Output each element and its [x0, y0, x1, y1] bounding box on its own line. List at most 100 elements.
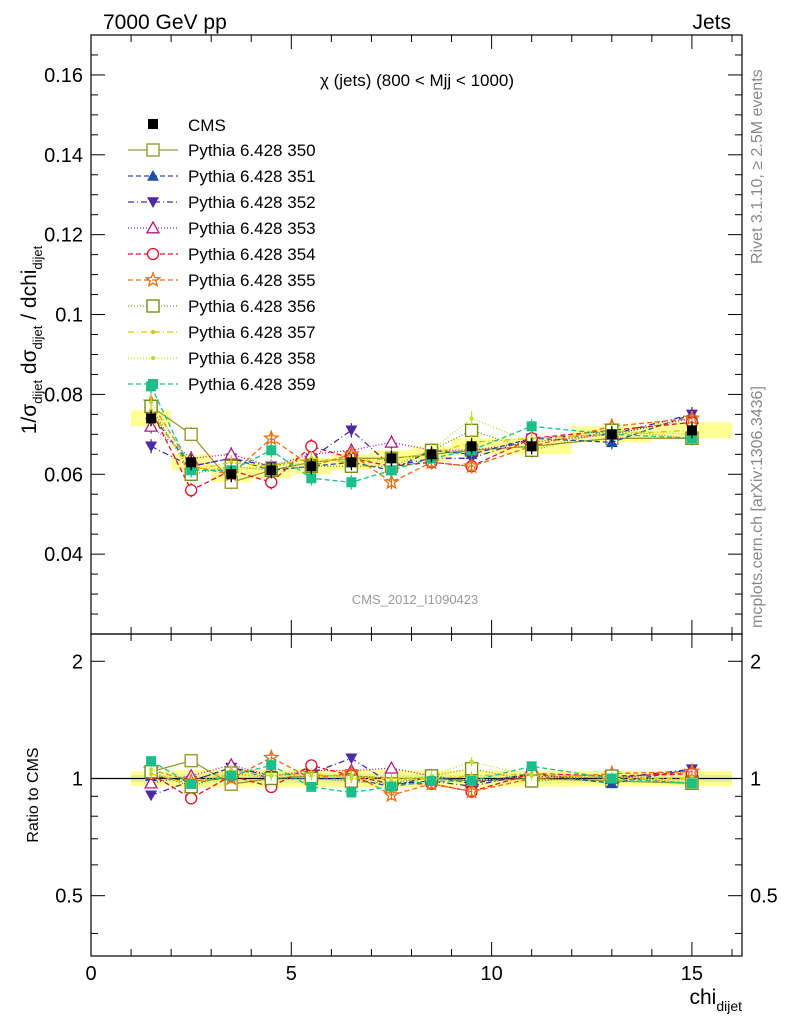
ratio-point: [466, 776, 477, 787]
series-line-353: [150, 417, 693, 467]
series-point: [306, 473, 317, 484]
svg-text:1/σdijet​ dσdijet​ / dchidijet: 1/σdijet​ dσdijet​ / dchidijet​: [18, 245, 45, 434]
cms-point: [606, 429, 617, 440]
legend-label: Pythia 6.428 355: [188, 271, 316, 290]
ratio-line-354: [150, 764, 692, 800]
ratio-point: [143, 775, 159, 789]
ratio-point: [266, 760, 277, 771]
ratio-point: [384, 760, 399, 774]
y-axis-label-ratio: Ratio to CMS: [25, 747, 42, 842]
ratio-y-tick-label-right: 2: [750, 651, 761, 673]
legend-label-cms: CMS: [188, 116, 226, 135]
cms-point: [686, 425, 697, 436]
ratio-point: [184, 753, 198, 768]
chart-title: χ (jets) (800 < Mjj < 1000): [320, 71, 514, 90]
ratio-y-tick-label: 1: [72, 768, 83, 790]
cms-point: [386, 453, 397, 464]
main-y-tick-label: 0.08: [44, 384, 83, 406]
cms-point: [266, 465, 277, 476]
ratio-axis-ticks: [90, 634, 742, 956]
legend-marker: [146, 143, 160, 157]
cms-point: [306, 461, 317, 472]
ratio-point: [306, 781, 317, 792]
series-point: [346, 477, 357, 488]
ratio-frame: [90, 633, 743, 957]
ratio-point: [383, 786, 400, 803]
ratio-point: [309, 773, 314, 778]
ratio-point: [349, 773, 354, 778]
x-tick-label: 5: [286, 963, 297, 985]
series-line-358: [150, 402, 692, 471]
ratio-point: [606, 773, 617, 784]
series-point: [262, 429, 280, 446]
ratio-point: [226, 770, 237, 781]
legend-marker: [151, 356, 155, 360]
ratio-point: [686, 778, 697, 789]
legend-label: Pythia 6.428 356: [188, 297, 316, 316]
cms-point: [526, 441, 537, 452]
legend: CMS Pythia 6.428 350 Pythia 6.428 351 Pythi…: [128, 116, 316, 394]
series-point: [266, 445, 277, 456]
ratio-y-tick-labels: 0.5 0.5 1 1 2 2: [55, 651, 778, 907]
series-point: [683, 409, 701, 426]
series-point: [469, 416, 474, 421]
ratio-point: [345, 753, 358, 765]
series-line-357: [150, 410, 692, 472]
x-tick-label: 0: [85, 963, 96, 985]
cms-point: [466, 441, 477, 452]
ratio-point: [145, 790, 158, 802]
ratio-series-layer: [142, 748, 701, 805]
cms-point: [346, 457, 357, 468]
series-point: [185, 484, 198, 497]
ratio-point: [526, 761, 537, 772]
cms-point: [186, 457, 197, 468]
main-panel: 0.04 0.06 0.08 0.1 0.12 0.14 0.16: [44, 34, 743, 635]
series-point: [464, 423, 479, 438]
ratio-point: [463, 782, 480, 799]
series-line-354: [150, 410, 692, 492]
legend-label: Pythia 6.428 358: [188, 349, 316, 368]
ratio-y-tick-label-right: 1: [750, 768, 761, 790]
main-y-tick-label: 0.12: [44, 225, 83, 247]
main-y-tick-label: 0.04: [44, 544, 83, 566]
series-point: [184, 427, 198, 442]
legend-marker: [144, 271, 162, 288]
ratio-point: [386, 781, 397, 792]
y-axis-label-main: 1/σdijet​ dσdijet​ / dchidijet​: [18, 245, 45, 434]
analysis-watermark: CMS_2012_I1090423: [352, 592, 479, 607]
main-y-tick-labels: 0.04 0.06 0.08 0.1 0.12 0.14 0.16: [44, 65, 83, 566]
ratio-panel: 0.5 0.5 1 1 2 2: [55, 633, 778, 957]
ratio-y-tick-label: 2: [72, 651, 83, 673]
legend-marker: [146, 299, 160, 313]
series-point: [383, 473, 400, 490]
legend-label: Pythia 6.428 351: [188, 167, 316, 186]
ratio-y-tick-label: 0.5: [55, 886, 83, 908]
cms-point: [426, 449, 437, 460]
legend-marker: [147, 197, 159, 208]
ratio-point: [529, 773, 534, 778]
series-point: [305, 440, 318, 453]
series-point: [145, 441, 158, 453]
legend-label: Pythia 6.428 359: [188, 375, 316, 394]
x-tick-label: 10: [480, 963, 502, 985]
legend-marker: [151, 330, 155, 334]
header-left: 7000 GeV pp: [103, 11, 227, 34]
series-point: [229, 460, 234, 465]
x-tick-label: 15: [681, 963, 703, 985]
legend-label: Pythia 6.428 357: [188, 323, 316, 342]
ratio-point: [186, 778, 197, 789]
ratio-line-359: [150, 760, 692, 794]
ratio-y-tick-label-right: 0.5: [750, 886, 778, 908]
main-y-tick-label: 0.06: [44, 464, 83, 486]
ratio-point: [185, 792, 198, 805]
series-point: [384, 434, 399, 448]
legend-marker: [145, 220, 161, 234]
main-y-tick-label: 0.16: [44, 65, 83, 87]
series-point: [149, 400, 154, 405]
mcplots-text: mcplots.cern.ch [arXiv:1306.3436]: [749, 386, 766, 628]
legend-label: Pythia 6.428 353: [188, 219, 316, 238]
ratio-point: [469, 759, 474, 764]
legend-marker: [146, 247, 160, 261]
series-point: [265, 476, 278, 489]
